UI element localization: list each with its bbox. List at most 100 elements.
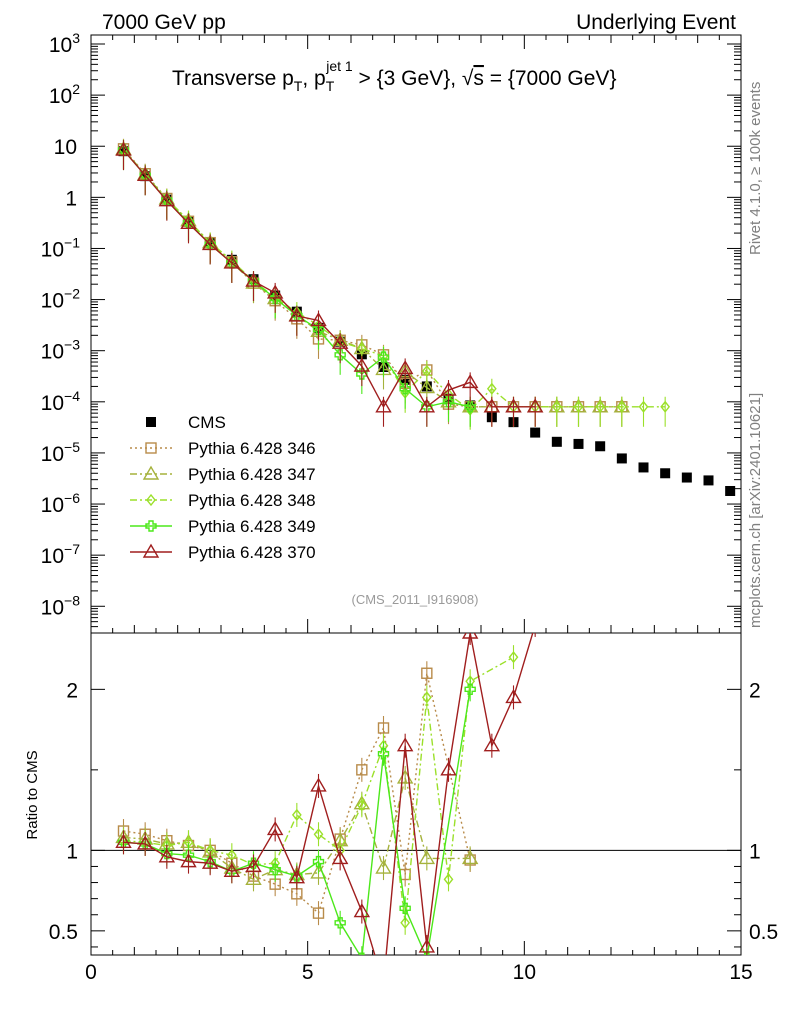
legend-entry: Pythia 6.428 347 — [130, 465, 316, 484]
ratio-point — [400, 916, 411, 929]
y-tick-label: 10−2 — [41, 286, 81, 313]
y-tick-label: 10−6 — [41, 490, 81, 517]
ratio-point — [377, 748, 390, 760]
ratio-point — [418, 938, 436, 953]
data-point — [638, 400, 649, 413]
ratio-point — [334, 917, 346, 929]
data-point — [158, 192, 176, 207]
ratio-point — [377, 977, 391, 989]
ratio-y-tick-label-right: 1 — [749, 840, 761, 863]
ratio-y-tick-label-left: 0.5 — [49, 921, 78, 944]
ratio-point — [291, 808, 302, 822]
data-point — [245, 272, 262, 287]
data-point — [505, 398, 522, 413]
data-point — [573, 438, 584, 449]
data-point — [396, 360, 414, 375]
x-tick-label: 5 — [302, 961, 314, 984]
title-sup-b: jet 1 — [325, 58, 353, 74]
ratio-point — [161, 847, 173, 860]
data-point — [288, 307, 306, 322]
data-point — [180, 214, 197, 230]
data-point — [334, 349, 346, 361]
y-tick-label: 10−5 — [41, 439, 81, 466]
x-tick-label: 0 — [85, 961, 97, 984]
ratio-point — [245, 858, 262, 873]
ratio-point — [421, 691, 432, 704]
data-point — [660, 468, 671, 479]
title-sub-a: T — [294, 78, 303, 94]
axis-ticks: 0 5 10 1510310210110−110−210−310−410−510−61… — [41, 30, 779, 984]
ratio-point — [245, 870, 262, 886]
ratio-point — [115, 833, 132, 848]
title-sqrt-s: s — [473, 67, 484, 90]
legend-entry: CMS — [146, 413, 226, 432]
y-tick-label: 10−1 — [41, 234, 81, 261]
data-point — [356, 368, 368, 380]
ratio-point — [312, 907, 325, 919]
ratio-y-tick-label-left: 1 — [66, 840, 78, 863]
series-line — [122, 149, 536, 409]
legend-label: Pythia 6.428 348 — [188, 491, 316, 510]
ratio-y-tick-label-right: 0.5 — [749, 921, 778, 944]
ratio-point — [136, 835, 154, 850]
side-label-rivet: Rivet 4.1.0, ≥ 100k events — [747, 82, 764, 255]
data-point — [418, 379, 436, 394]
ratio-point — [461, 633, 479, 639]
side-label-mcplots: mcplots.cern.ch [arXiv:2401.10621] — [747, 393, 764, 628]
title-part-b: , p — [302, 67, 325, 90]
data-point — [201, 236, 219, 251]
data-point — [115, 141, 132, 156]
data-point — [440, 381, 457, 396]
data-point — [377, 351, 390, 363]
ratio-point — [313, 828, 324, 841]
legend-label: Pythia 6.428 370 — [188, 543, 316, 562]
y-tick-label: 10−4 — [41, 388, 81, 415]
data-point — [616, 400, 627, 413]
legend-marker — [146, 493, 156, 507]
series-line — [122, 148, 622, 408]
data-point — [312, 323, 325, 336]
ratio-point — [443, 873, 454, 886]
ratio-point — [396, 737, 414, 752]
data-point — [421, 364, 432, 378]
data-point — [136, 166, 154, 181]
title-part-a: Transverse p — [172, 67, 294, 90]
data-point — [595, 441, 606, 452]
series-1 — [117, 138, 628, 427]
ratio-point — [528, 618, 542, 630]
data-point — [461, 373, 479, 389]
data-point — [638, 462, 649, 473]
ratio-point — [266, 821, 284, 836]
legend-entry: Pythia 6.428 370 — [130, 543, 316, 562]
y-tick-label: 10 — [54, 136, 77, 159]
ratio-point — [312, 855, 325, 868]
legend-marker — [145, 442, 157, 454]
data-point — [573, 400, 584, 413]
data-point — [530, 427, 541, 438]
x-tick-label: 15 — [729, 961, 752, 984]
ratio-point — [377, 722, 390, 734]
y-tick-label: 102 — [49, 81, 80, 108]
ratio-y-tick-label-right: 2 — [749, 679, 761, 702]
legend-marker — [142, 465, 160, 480]
data-point — [551, 400, 562, 413]
data-point — [331, 334, 349, 349]
ratio-point — [310, 777, 327, 792]
ratio-panel — [91, 618, 741, 989]
series-line — [122, 148, 622, 408]
data-point — [681, 472, 692, 483]
legend: CMS Pythia 6.428 346 Pythia 6.428 347 Pythi… — [130, 413, 316, 562]
data-point — [595, 400, 606, 413]
header-right: Underlying Event — [576, 11, 736, 34]
ratio-point — [461, 850, 479, 865]
title-part-c: > {3 GeV}, — [353, 67, 462, 90]
ratio-point — [508, 651, 519, 664]
ratio-point — [201, 854, 219, 869]
x-tick-label: 10 — [513, 961, 536, 984]
data-point — [442, 396, 455, 408]
ratio-point — [399, 902, 411, 915]
legend-entry: Pythia 6.428 349 — [130, 517, 316, 536]
y-tick-label: 10−7 — [41, 541, 81, 568]
sqrt-symbol-icon: √ — [462, 67, 474, 90]
